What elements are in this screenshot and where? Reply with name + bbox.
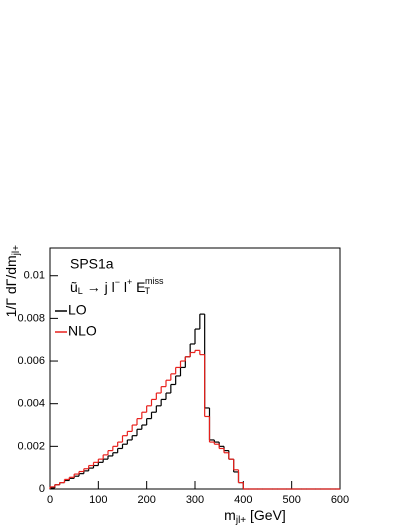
legend-label: NLO [68, 323, 97, 339]
y-tick-label: 0.002 [17, 440, 45, 452]
y-tick-label: 0.01 [24, 270, 45, 282]
x-axis-label: mjl+ [GeV] [224, 507, 286, 526]
x-tick-label: 0 [47, 494, 53, 506]
x-tick-label: 600 [331, 494, 349, 506]
y-tick-label: 0 [39, 483, 45, 495]
x-tick-label: 500 [282, 494, 300, 506]
y-tick-label: 0.004 [17, 398, 45, 410]
x-tick-label: 100 [89, 494, 107, 506]
y-tick-label: 0.008 [17, 312, 45, 324]
y-axis-label: 1/Γ dΓ/dmjl+ [3, 245, 22, 318]
y-tick-label: 0.006 [17, 355, 45, 367]
x-tick-label: 200 [137, 494, 155, 506]
x-tick-label: 300 [186, 494, 204, 506]
annotation: SPS1a [70, 256, 114, 272]
x-tick-label: 400 [234, 494, 252, 506]
legend-label: LO [68, 302, 87, 318]
process-label: ũL → j l− l+ ETmiss [70, 276, 164, 296]
